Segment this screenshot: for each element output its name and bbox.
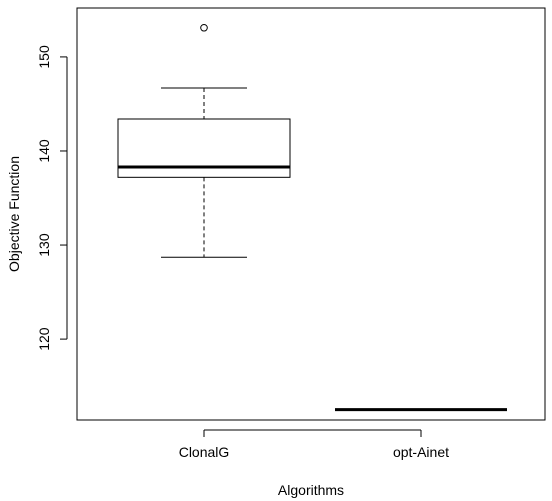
y-tick-label: 140 <box>36 139 52 163</box>
plot-frame <box>76 7 546 421</box>
box-rect <box>117 118 291 178</box>
x-tick-label: opt-Ainet <box>393 444 449 460</box>
y-tick-label: 150 <box>36 45 52 69</box>
outlier-point <box>200 23 208 32</box>
x-axis-label: Algorithms <box>278 482 344 498</box>
x-tick-label: ClonalG <box>179 444 230 460</box>
box-group <box>117 23 291 258</box>
box-layer <box>117 23 507 412</box>
y-tick-label: 130 <box>36 233 52 257</box>
axis-layer: 120 130 140 150 ClonalG opt-Ainet <box>36 45 449 460</box>
y-axis-label: Objective Function <box>6 156 22 272</box>
y-tick-label: 120 <box>36 327 52 351</box>
